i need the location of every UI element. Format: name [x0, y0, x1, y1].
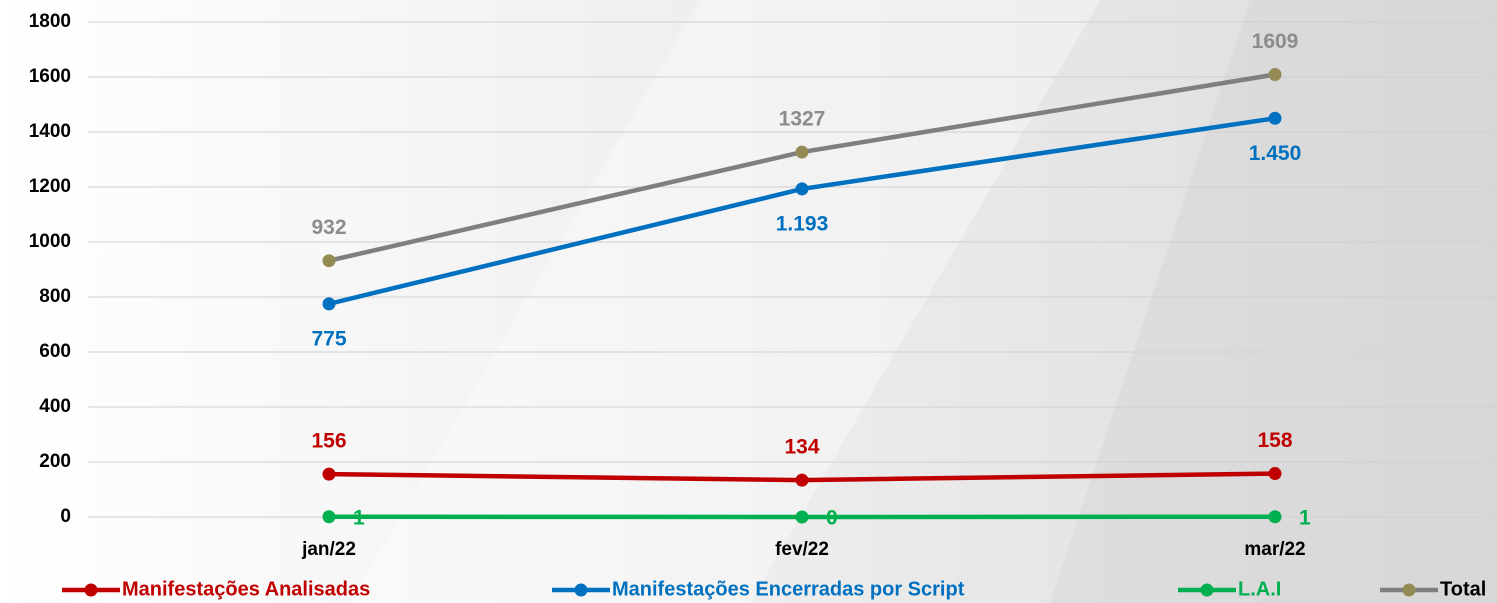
- y-tick-label: 1600: [29, 66, 71, 87]
- data-label: 134: [784, 436, 819, 459]
- point: [1268, 68, 1282, 82]
- data-label: 775: [311, 327, 346, 350]
- data-label: 1: [353, 506, 365, 529]
- legend-marker: [1402, 583, 1416, 597]
- point: [322, 254, 336, 268]
- y-tick-label: 600: [39, 341, 71, 362]
- point: [795, 182, 809, 196]
- y-tick-label: 1400: [29, 121, 71, 142]
- legend-label: Manifestações Analisadas: [122, 578, 370, 600]
- legend-marker: [1200, 583, 1214, 597]
- data-label: 156: [311, 430, 346, 453]
- y-tick-label: 1800: [29, 11, 71, 32]
- data-label: 158: [1257, 429, 1292, 452]
- y-tick-label: 800: [39, 286, 71, 307]
- data-label: 1.450: [1249, 142, 1302, 165]
- data-label: 1609: [1252, 30, 1299, 53]
- legend-marker: [574, 583, 588, 597]
- background-shape: [350, 0, 1100, 603]
- legend-label: Manifestações Encerradas por Script: [612, 578, 965, 600]
- x-tick-label: jan/22: [301, 539, 356, 560]
- point: [795, 145, 809, 159]
- point: [322, 510, 336, 524]
- point: [1268, 467, 1282, 481]
- y-tick-label: 400: [39, 396, 71, 417]
- point: [1268, 510, 1282, 524]
- y-tick-label: 200: [39, 451, 71, 472]
- data-label: 1.193: [776, 212, 829, 235]
- data-label: 1327: [779, 108, 826, 131]
- y-tick-label: 1200: [29, 176, 71, 197]
- point: [795, 510, 809, 524]
- data-label: 1: [1299, 506, 1311, 529]
- legend-label: Total: [1440, 578, 1486, 600]
- legend-marker: [84, 583, 98, 597]
- legend-label: L.A.I: [1238, 578, 1281, 600]
- point: [1268, 111, 1282, 125]
- data-label: 0: [826, 507, 838, 530]
- point: [322, 467, 336, 481]
- y-tick-label: 1000: [29, 231, 71, 252]
- point: [795, 473, 809, 487]
- point: [322, 297, 336, 311]
- background-shape: [1050, 0, 1497, 603]
- x-tick-label: fev/22: [775, 539, 829, 560]
- x-tick-label: mar/22: [1244, 539, 1305, 560]
- data-label: 932: [311, 216, 346, 239]
- y-tick-label: 0: [60, 506, 71, 527]
